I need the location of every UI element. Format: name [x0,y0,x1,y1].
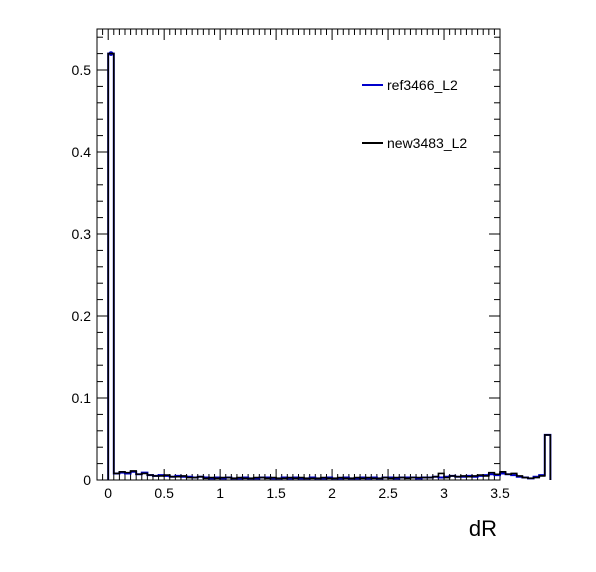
legend: ref3466_L2 new3483_L2 [355,66,493,168]
x-tick-label: 1 [216,485,224,501]
legend-box [355,66,493,168]
y-tick-label: 0.2 [72,308,92,324]
y-tick-label: 0.4 [72,144,92,160]
x-tick-label: 1.5 [266,485,286,501]
legend-label: ref3466_L2 [387,77,458,93]
y-tick-label: 0 [83,472,91,488]
x-tick-label: 3.5 [490,485,510,501]
series-layer [107,51,552,480]
x-axis-title: dR [469,516,497,541]
y-axis-ticks: 0 0.1 0.2 0.3 0.4 0.5 [72,36,500,488]
y-tick-label: 0.3 [72,226,92,242]
series-line-new3483_L2 [107,52,552,480]
x-tick-label: 3 [440,485,448,501]
x-tick-label: 2 [328,485,336,501]
x-tick-label: 0 [104,485,112,501]
y-tick-label: 0.5 [72,62,92,78]
y-tick-label: 0.1 [72,390,92,406]
legend-label: new3483_L2 [387,135,467,151]
x-tick-label: 0.5 [154,485,174,501]
x-tick-label: 2.5 [378,485,398,501]
